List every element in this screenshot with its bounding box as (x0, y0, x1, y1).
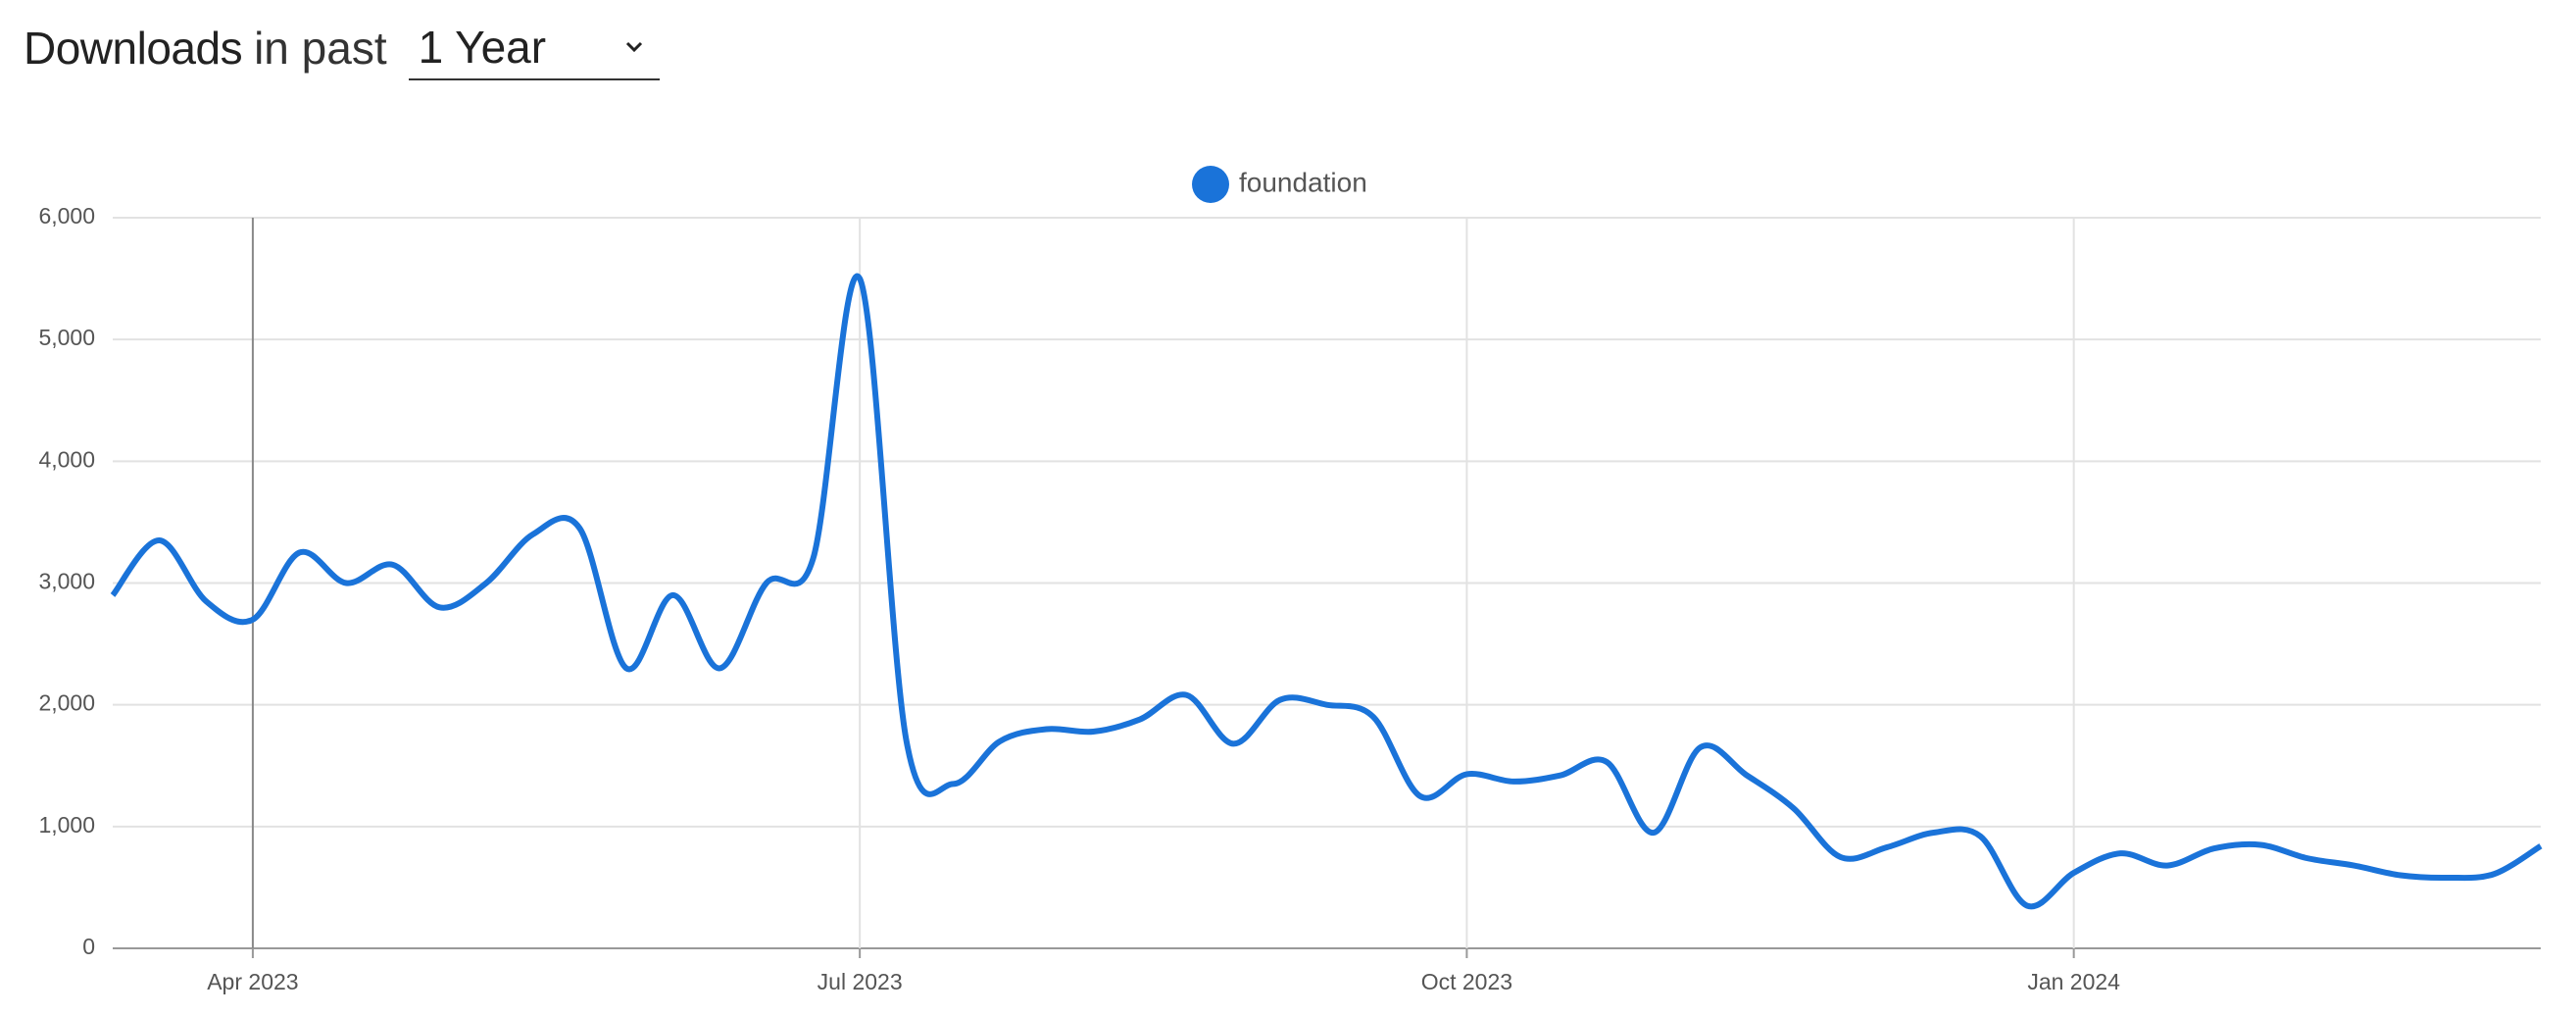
legend-marker (1192, 166, 1229, 203)
y-tick-label: 5,000 (38, 325, 95, 350)
range-value[interactable]: 1 Year (418, 22, 547, 73)
legend-label: foundation (1239, 167, 1367, 197)
y-tick-label: 6,000 (38, 203, 95, 229)
x-tick-label: Jan 2024 (2027, 969, 2120, 994)
x-tick-label: Oct 2023 (1421, 969, 1512, 994)
title: Downloads (24, 23, 243, 74)
y-tick-label: 2,000 (38, 690, 95, 716)
x-tick-label: Apr 2023 (207, 969, 298, 994)
y-tick-label: 0 (82, 934, 95, 959)
x-tick-label: Jul 2023 (817, 969, 903, 994)
y-tick-label: 4,000 (38, 446, 95, 472)
series-line (110, 273, 2543, 910)
y-tick-label: 3,000 (38, 569, 95, 594)
range-select[interactable]: 1 Year (408, 16, 660, 80)
y-tick-label: 1,000 (38, 812, 95, 838)
subtitle: in past (254, 23, 387, 74)
header: Downloads in past 1 Year (24, 14, 660, 82)
chevron[interactable] (624, 40, 644, 54)
